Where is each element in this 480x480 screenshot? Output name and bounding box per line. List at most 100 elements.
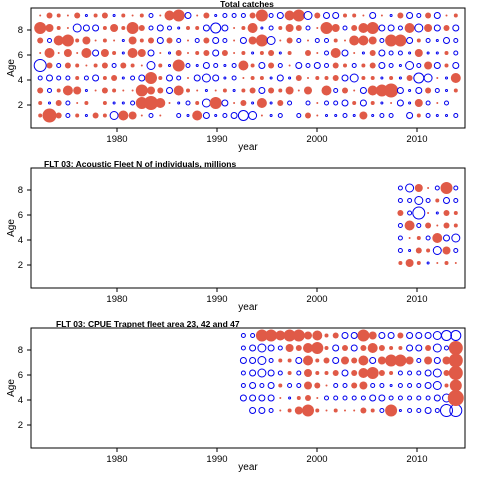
negative-residual-bubble — [359, 99, 367, 107]
negative-residual-bubble — [379, 383, 385, 388]
negative-residual-bubble — [240, 345, 246, 351]
negative-residual-bubble — [92, 24, 100, 32]
positive-residual-bubble — [333, 38, 338, 43]
negative-residual-bubble — [251, 51, 255, 55]
negative-residual-bubble — [287, 100, 293, 106]
negative-residual-bubble — [239, 357, 247, 364]
positive-residual-bubble — [312, 330, 323, 341]
positive-residual-bubble — [55, 112, 62, 119]
negative-residual-bubble — [370, 383, 376, 388]
positive-residual-bubble — [286, 37, 293, 44]
positive-residual-bubble — [385, 404, 398, 417]
y-tick-label: 6 — [18, 210, 23, 221]
negative-residual-bubble — [112, 14, 116, 17]
negative-residual-bubble — [147, 49, 155, 57]
negative-residual-bubble — [240, 383, 246, 388]
negative-residual-bubble — [444, 345, 449, 351]
positive-residual-bubble — [377, 356, 386, 365]
negative-residual-bubble — [222, 13, 228, 18]
positive-residual-bubble — [424, 61, 433, 70]
positive-residual-bubble — [102, 26, 107, 30]
positive-residual-bubble — [295, 75, 302, 81]
positive-residual-bubble — [285, 344, 294, 352]
positive-residual-bubble — [140, 114, 143, 117]
positive-residual-bubble — [370, 101, 375, 105]
positive-residual-bubble — [128, 36, 137, 45]
positive-residual-bubble — [370, 76, 375, 80]
negative-residual-bubble — [201, 98, 211, 108]
negative-residual-bubble — [380, 101, 384, 105]
negative-residual-bubble — [342, 395, 348, 401]
negative-residual-bubble — [166, 87, 173, 94]
positive-residual-bubble — [442, 356, 451, 365]
positive-residual-bubble — [424, 356, 433, 365]
positive-residual-bubble — [209, 97, 222, 109]
negative-residual-bubble — [201, 73, 211, 83]
positive-residual-bubble — [256, 98, 267, 108]
negative-residual-bubble — [351, 395, 357, 401]
positive-residual-bubble — [444, 51, 449, 55]
positive-residual-bubble — [368, 331, 377, 340]
positive-residual-bubble — [110, 24, 119, 32]
negative-residual-bubble — [450, 330, 462, 341]
positive-residual-bubble — [241, 51, 246, 55]
positive-residual-bubble — [332, 62, 339, 69]
negative-residual-bubble — [269, 114, 273, 117]
positive-residual-bubble — [416, 38, 421, 43]
negative-residual-bubble — [350, 332, 358, 339]
positive-residual-bubble — [360, 345, 367, 351]
positive-residual-bubble — [444, 261, 449, 265]
positive-residual-bubble — [380, 14, 383, 17]
negative-residual-bubble — [435, 114, 439, 117]
positive-residual-bubble — [436, 77, 439, 79]
positive-residual-bubble — [415, 247, 422, 254]
negative-residual-bubble — [65, 75, 71, 81]
negative-residual-bubble — [396, 87, 404, 94]
positive-residual-bubble — [330, 48, 341, 58]
negative-residual-bubble — [138, 74, 146, 82]
negative-residual-bubble — [416, 408, 422, 413]
negative-residual-bubble — [453, 38, 459, 43]
negative-residual-bubble — [82, 24, 90, 32]
negative-residual-bubble — [361, 51, 365, 55]
negative-residual-bubble — [56, 63, 62, 68]
negative-residual-bubble — [415, 87, 423, 94]
positive-residual-bubble — [279, 397, 282, 399]
negative-residual-bubble — [221, 24, 229, 32]
negative-residual-bubble — [408, 51, 412, 55]
positive-residual-bubble — [74, 12, 81, 19]
positive-residual-bubble — [324, 333, 329, 338]
negative-residual-bubble — [406, 344, 414, 352]
negative-residual-bubble — [121, 76, 125, 80]
positive-residual-bubble — [316, 52, 319, 54]
positive-residual-bubble — [297, 89, 300, 92]
negative-residual-bubble — [333, 395, 339, 401]
negative-residual-bubble — [398, 76, 402, 80]
negative-residual-bubble — [92, 74, 100, 82]
positive-residual-bubble — [278, 383, 283, 388]
positive-residual-bubble — [435, 198, 440, 203]
negative-residual-bubble — [267, 369, 275, 377]
positive-residual-bubble — [238, 60, 249, 71]
negative-residual-bubble — [268, 25, 274, 31]
positive-residual-bubble — [416, 236, 421, 240]
positive-residual-bubble — [442, 246, 451, 255]
negative-residual-bubble — [239, 394, 247, 402]
negative-residual-bubble — [185, 63, 191, 68]
negative-residual-bubble — [194, 38, 200, 43]
positive-residual-bubble — [307, 39, 309, 42]
negative-residual-bubble — [425, 100, 431, 106]
negative-residual-bubble — [434, 88, 440, 93]
positive-residual-bubble — [56, 13, 61, 18]
negative-residual-bubble — [369, 394, 377, 402]
negative-residual-bubble — [341, 99, 349, 107]
plot-frame — [30, 167, 466, 289]
negative-residual-bubble — [148, 13, 154, 18]
y-tick-label: 8 — [18, 345, 23, 356]
positive-residual-bubble — [352, 13, 357, 18]
x-tick-label: 1980 — [106, 454, 127, 465]
positive-residual-bubble — [349, 35, 360, 46]
negative-residual-bubble — [333, 88, 339, 93]
positive-residual-bubble — [344, 39, 346, 42]
negative-residual-bubble — [223, 64, 227, 67]
